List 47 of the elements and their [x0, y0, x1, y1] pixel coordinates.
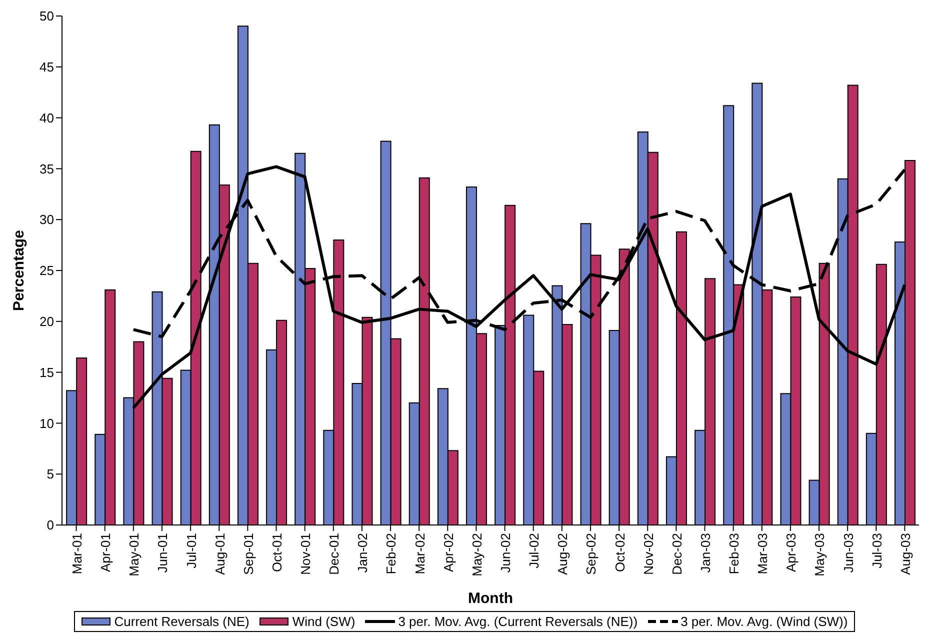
x-tick-label: Apr-03	[784, 533, 799, 572]
x-tick-label: Jun-03	[840, 533, 856, 573]
y-tick-label: 10	[40, 416, 54, 431]
x-tick-label: Oct-02	[612, 533, 628, 572]
y-tick-label: 40	[40, 110, 54, 126]
x-tick-label: Jun-01	[155, 533, 170, 573]
x-tick-label: Apr-01	[98, 533, 114, 572]
x-tick-label: Jun-02	[498, 533, 514, 573]
x-tick-label: Oct-01	[269, 533, 284, 572]
y-tick-label: 50	[40, 8, 54, 24]
legend-label: 3 per. Mov. Avg. (Current Reversals (NE))	[398, 614, 638, 629]
x-tick-label: Jul-01	[184, 533, 199, 568]
x-tick-label: Mar-02	[412, 533, 428, 574]
x-tick-label: Apr-02	[440, 533, 456, 572]
y-tick-label: 25	[40, 263, 54, 278]
y-tick-label: 20	[40, 314, 54, 330]
y-tick-label: 5	[46, 466, 54, 482]
x-tick-label: May-03	[812, 533, 828, 576]
legend-label: Current Reversals (NE)	[114, 614, 250, 629]
x-tick-label: May-02	[469, 533, 484, 576]
y-tick-label: 0	[46, 518, 54, 533]
x-tick-label: Jul-02	[526, 533, 542, 568]
y-tick-label: 35	[40, 161, 54, 176]
y-tick-label: 15	[40, 364, 54, 380]
x-tick-label: Aug-01	[212, 533, 228, 575]
x-tick-label: Jan-02	[355, 533, 370, 573]
x-tick-label: Aug-03	[898, 533, 913, 575]
y-axis-title: Percentage	[10, 230, 28, 311]
x-tick-label: Jan-03	[698, 533, 713, 573]
x-tick-label: Mar-03	[755, 533, 770, 574]
x-axis-title: Month	[468, 590, 513, 607]
x-tick-label: Nov-02	[640, 533, 656, 575]
x-tick-label: Dec-02	[669, 533, 684, 575]
x-tick-label: Sep-02	[584, 533, 599, 575]
y-tick-label: 45	[40, 60, 54, 75]
x-tick-label: Mar-01	[70, 533, 85, 574]
y-tick-label: 30	[40, 212, 54, 228]
x-tick-label: Sep-01	[240, 533, 256, 575]
x-tick-label: Aug-02	[555, 533, 570, 575]
x-tick-label: May-01	[126, 533, 142, 576]
x-tick-label: Nov-01	[298, 533, 314, 575]
x-tick-label: Feb-03	[726, 533, 742, 574]
legend-label: Wind (SW)	[292, 614, 356, 629]
x-tick-label: Jul-03	[869, 533, 884, 568]
x-tick-label: Dec-01	[326, 533, 342, 575]
x-tick-label: Feb-02	[384, 533, 399, 574]
legend-label: 3 per. Mov. Avg. (Wind (SW))	[680, 614, 848, 629]
